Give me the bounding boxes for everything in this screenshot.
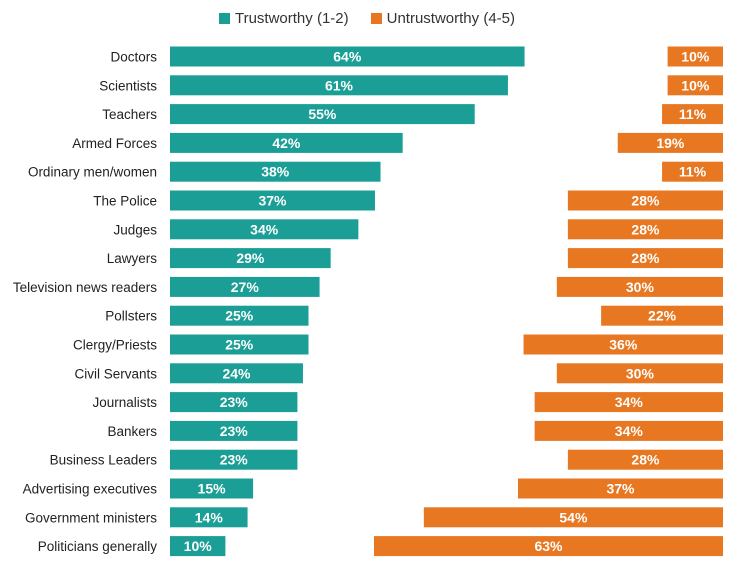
category-label: Judges [113, 222, 157, 237]
data-label-trustworthy: 34% [250, 221, 279, 237]
category-label: Bankers [107, 424, 157, 439]
bar-untrustworthy [556, 276, 723, 297]
data-label-untrustworthy: 10% [681, 49, 710, 65]
legend-label-trustworthy: Trustworthy (1-2) [234, 9, 349, 27]
data-label-trustworthy: 23% [220, 423, 249, 439]
data-label-trustworthy: 23% [220, 452, 249, 468]
data-label-trustworthy: 64% [333, 49, 362, 65]
bar-trustworthy [170, 46, 525, 67]
data-label-trustworthy: 15% [198, 481, 227, 497]
bar-trustworthy [170, 507, 248, 528]
bar-trustworthy [170, 276, 320, 297]
legend-item-untrustworthy: Untrustworthy (4-5) [370, 9, 515, 27]
data-label-untrustworthy: 28% [631, 221, 660, 237]
legend-swatch-untrustworthy [370, 12, 382, 24]
category-label: Pollsters [105, 309, 157, 324]
data-label-untrustworthy: 36% [609, 337, 638, 353]
bar-untrustworthy [662, 104, 723, 125]
bar-trustworthy [170, 478, 254, 499]
data-label-trustworthy: 14% [195, 509, 224, 525]
data-label-trustworthy: 25% [225, 308, 254, 324]
data-label-untrustworthy: 28% [631, 452, 660, 468]
data-label-untrustworthy: 11% [679, 164, 707, 180]
data-label-untrustworthy: 28% [631, 250, 660, 266]
data-label-trustworthy: 37% [258, 193, 287, 209]
bar-untrustworthy [534, 392, 723, 413]
category-label: Ordinary men/women [28, 165, 157, 180]
bar-untrustworthy [534, 420, 723, 441]
data-label-trustworthy: 25% [225, 337, 254, 353]
data-label-untrustworthy: 34% [615, 394, 644, 410]
category-label: Advertising executives [23, 482, 158, 497]
bar-trustworthy [170, 104, 475, 125]
category-label: Business Leaders [50, 453, 158, 468]
data-label-untrustworthy: 28% [631, 193, 660, 209]
data-label-trustworthy: 38% [261, 164, 290, 180]
category-label: Doctors [110, 50, 157, 65]
bar-untrustworthy [667, 46, 723, 67]
data-label-untrustworthy: 10% [681, 77, 710, 93]
category-label: Teachers [102, 107, 157, 122]
bar-untrustworthy [662, 161, 723, 182]
data-label-trustworthy: 27% [231, 279, 260, 295]
category-label: Government ministers [25, 510, 157, 525]
bar-trustworthy [170, 363, 303, 384]
bar-trustworthy [170, 161, 381, 182]
bar-trustworthy [170, 305, 309, 326]
legend: Trustworthy (1-2) Untrustworthy (4-5) [0, 7, 734, 29]
data-label-untrustworthy: 30% [626, 279, 655, 295]
bar-untrustworthy [373, 536, 723, 557]
bar-trustworthy [170, 449, 298, 470]
category-label: Lawyers [107, 251, 158, 266]
bar-untrustworthy [667, 75, 723, 96]
bar-untrustworthy [567, 190, 723, 211]
data-label-untrustworthy: 34% [615, 423, 644, 439]
bar-untrustworthy [617, 132, 723, 153]
bar-untrustworthy [523, 334, 723, 355]
category-label: Civil Servants [74, 366, 157, 381]
legend-item-trustworthy: Trustworthy (1-2) [218, 9, 349, 27]
category-label: The Police [93, 194, 157, 209]
bar-trustworthy [170, 75, 508, 96]
bar-untrustworthy [601, 305, 723, 326]
data-label-untrustworthy: 22% [648, 308, 677, 324]
data-label-untrustworthy: 30% [626, 365, 655, 381]
bar-trustworthy [170, 248, 331, 269]
data-label-untrustworthy: 19% [656, 135, 685, 151]
data-label-untrustworthy: 63% [534, 538, 563, 554]
bar-untrustworthy [423, 507, 723, 528]
bar-untrustworthy [567, 219, 723, 240]
bar-untrustworthy [567, 449, 723, 470]
bar-trustworthy [170, 219, 359, 240]
data-label-untrustworthy: 11% [679, 106, 707, 122]
bar-untrustworthy [567, 248, 723, 269]
data-label-trustworthy: 42% [272, 135, 301, 151]
data-label-trustworthy: 29% [236, 250, 265, 266]
category-label: Politicians generally [38, 539, 158, 554]
category-label: Clergy/Priests [73, 338, 157, 353]
category-label: Scientists [99, 78, 157, 93]
legend-label-untrustworthy: Untrustworthy (4-5) [386, 9, 515, 27]
data-label-trustworthy: 23% [220, 394, 249, 410]
bar-trustworthy [170, 334, 309, 355]
data-label-trustworthy: 61% [325, 77, 354, 93]
data-label-trustworthy: 55% [308, 106, 337, 122]
data-label-untrustworthy: 54% [559, 509, 588, 525]
bar-trustworthy [170, 536, 226, 557]
category-label: Television news readers [13, 280, 157, 295]
legend-swatch-trustworthy [218, 12, 230, 24]
bar-trustworthy [170, 132, 403, 153]
data-label-trustworthy: 24% [222, 365, 251, 381]
category-label: Journalists [92, 395, 157, 410]
bar-trustworthy [170, 190, 375, 211]
data-label-trustworthy: 10% [184, 538, 213, 554]
bar-untrustworthy [518, 478, 723, 499]
bar-untrustworthy [556, 363, 723, 384]
data-label-untrustworthy: 37% [606, 481, 635, 497]
bar-trustworthy [170, 392, 298, 413]
bar-trustworthy [170, 420, 298, 441]
category-label: Armed Forces [72, 136, 157, 151]
